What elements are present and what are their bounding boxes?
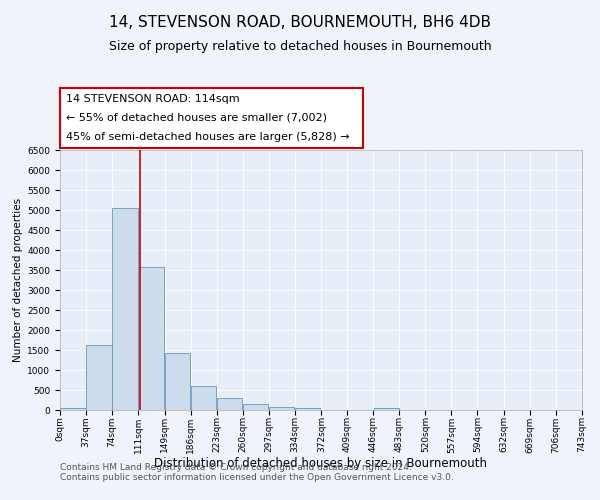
Text: Size of property relative to detached houses in Bournemouth: Size of property relative to detached ho…	[109, 40, 491, 53]
Bar	[86, 345, 112, 410]
Text: 14, STEVENSON ROAD, BOURNEMOUTH, BH6 4DB: 14, STEVENSON ROAD, BOURNEMOUTH, BH6 4DB	[109, 15, 491, 30]
Bar	[60, 408, 86, 410]
Text: 14 STEVENSON ROAD: 114sqm: 14 STEVENSON ROAD: 114sqm	[66, 94, 239, 104]
Bar	[374, 408, 399, 410]
Text: Contains HM Land Registry data © Crown copyright and database right 2024.
Contai: Contains HM Land Registry data © Crown c…	[60, 463, 454, 482]
Text: 45% of semi-detached houses are larger (5,828) →: 45% of semi-detached houses are larger (…	[66, 132, 350, 141]
Bar	[112, 208, 138, 410]
Text: ← 55% of detached houses are smaller (7,002): ← 55% of detached houses are smaller (7,…	[66, 112, 327, 122]
Bar	[138, 267, 164, 410]
Bar	[295, 408, 320, 410]
Bar	[165, 353, 190, 410]
Bar	[269, 407, 295, 410]
Bar	[243, 404, 268, 410]
X-axis label: Distribution of detached houses by size in Bournemouth: Distribution of detached houses by size …	[155, 457, 487, 470]
Bar	[191, 386, 217, 410]
Y-axis label: Number of detached properties: Number of detached properties	[13, 198, 23, 362]
Bar	[217, 398, 242, 410]
